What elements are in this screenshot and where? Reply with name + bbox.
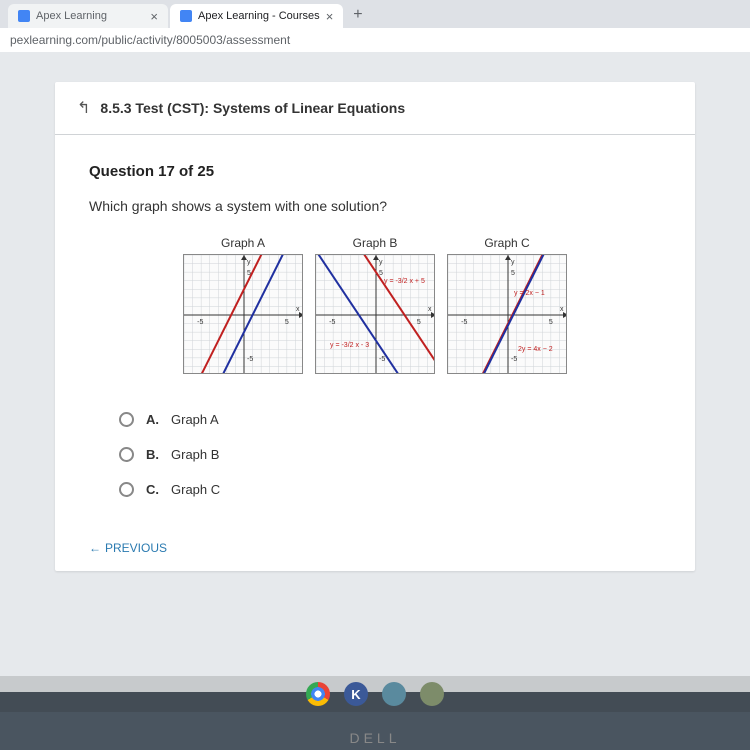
question-prompt: Which graph shows a system with one solu… [89,198,661,214]
tab-close-icon[interactable]: × [150,9,158,24]
radio-icon[interactable] [119,482,134,497]
test-card: ↰ 8.5.3 Test (CST): Systems of Linear Eq… [55,82,695,571]
favicon-icon [180,10,192,22]
graph-svg: 5-55-5yxy = -3/2 x + 5y = -3/2 x - 3 [315,254,435,374]
favicon-icon [18,10,30,22]
arrow-left-icon: ← [89,541,101,555]
svg-text:-5: -5 [461,319,467,326]
previous-label: PREVIOUS [105,541,167,555]
option-text: Graph B [171,447,219,462]
tab-close-icon[interactable]: × [326,9,334,24]
laptop-brand: DELL [349,730,400,746]
svg-text:y = -3/2 x + 5: y = -3/2 x + 5 [384,278,425,285]
graph-svg: 5-55-5yx [183,254,303,374]
app-icon[interactable] [382,682,406,706]
svg-text:x: x [560,306,564,313]
test-header: ↰ 8.5.3 Test (CST): Systems of Linear Eq… [55,82,695,135]
svg-text:y: y [511,259,515,266]
svg-text:x: x [296,306,300,313]
graph-svg: 5 -5 5 -5 y x y = 2x − 1 2y = 4x − 2 [447,254,567,374]
svg-text:y: y [379,259,383,266]
svg-text:5: 5 [417,319,421,326]
graph-label: Graph B [353,236,398,250]
option-letter: C. [146,482,159,497]
url-bar[interactable]: pexlearning.com/public/activity/8005003/… [0,28,750,52]
option-letter: A. [146,412,159,427]
option-letter: B. [146,447,159,462]
tab-bar: Apex Learning × Apex Learning - Courses … [0,0,750,28]
svg-text:y = -3/2 x - 3: y = -3/2 x - 3 [330,342,369,349]
graphs-row: Graph A 5 -5 5 -5 y x Graph B 5 -5 5 -5 y x y = -3/2 x… [89,236,661,374]
svg-text:y = 2x − 1: y = 2x − 1 [514,290,545,297]
chrome-icon[interactable] [306,682,330,706]
radio-icon[interactable] [119,412,134,427]
option-text: Graph C [171,482,220,497]
app-icon[interactable] [420,682,444,706]
graph-block: Graph C 5 -5 5 -5 y x y = 2x − 1 2y = 4x − 2 [447,236,567,374]
svg-text:-5: -5 [379,356,385,363]
option-text: Graph A [171,412,219,427]
browser-tab-1[interactable]: Apex Learning × [8,4,168,28]
browser-chrome: Apex Learning × Apex Learning - Courses … [0,0,750,52]
graph-label: Graph C [484,236,529,250]
svg-text:-5: -5 [197,319,203,326]
answer-option[interactable]: C. Graph C [119,472,661,507]
svg-text:5: 5 [285,319,289,326]
svg-text:-5: -5 [247,356,253,363]
svg-text:5: 5 [511,270,515,277]
svg-text:5: 5 [549,319,553,326]
previous-button[interactable]: ← PREVIOUS [55,525,695,571]
tab-title: Apex Learning [36,10,107,22]
answer-option[interactable]: A. Graph A [119,402,661,437]
browser-tab-2[interactable]: Apex Learning - Courses × [170,4,343,28]
svg-text:y: y [247,259,251,266]
new-tab-button[interactable]: + [345,2,370,28]
graph-block: Graph B5-55-5yxy = -3/2 x + 5y = -3/2 x … [315,236,435,374]
answer-option[interactable]: B. Graph B [119,437,661,472]
taskbar: K [0,676,750,712]
back-arrow-icon[interactable]: ↰ [77,98,90,118]
url-text: pexlearning.com/public/activity/8005003/… [10,33,290,47]
svg-text:x: x [428,306,432,313]
tab-title: Apex Learning - Courses [198,10,320,22]
question-number: Question 17 of 25 [89,163,661,180]
graph-block: Graph A5-55-5yx [183,236,303,374]
radio-icon[interactable] [119,447,134,462]
page-content: ↰ 8.5.3 Test (CST): Systems of Linear Eq… [0,52,750,692]
answer-options: A. Graph A B. Graph B C. Graph C [119,402,661,507]
svg-text:2y = 4x − 2: 2y = 4x − 2 [518,346,553,353]
test-title: 8.5.3 Test (CST): Systems of Linear Equa… [100,100,405,116]
svg-text:-5: -5 [329,319,335,326]
question-area: Question 17 of 25 Which graph shows a sy… [55,135,695,525]
graph-label: Graph A [221,236,265,250]
svg-text:-5: -5 [511,356,517,363]
app-k-icon[interactable]: K [344,682,368,706]
